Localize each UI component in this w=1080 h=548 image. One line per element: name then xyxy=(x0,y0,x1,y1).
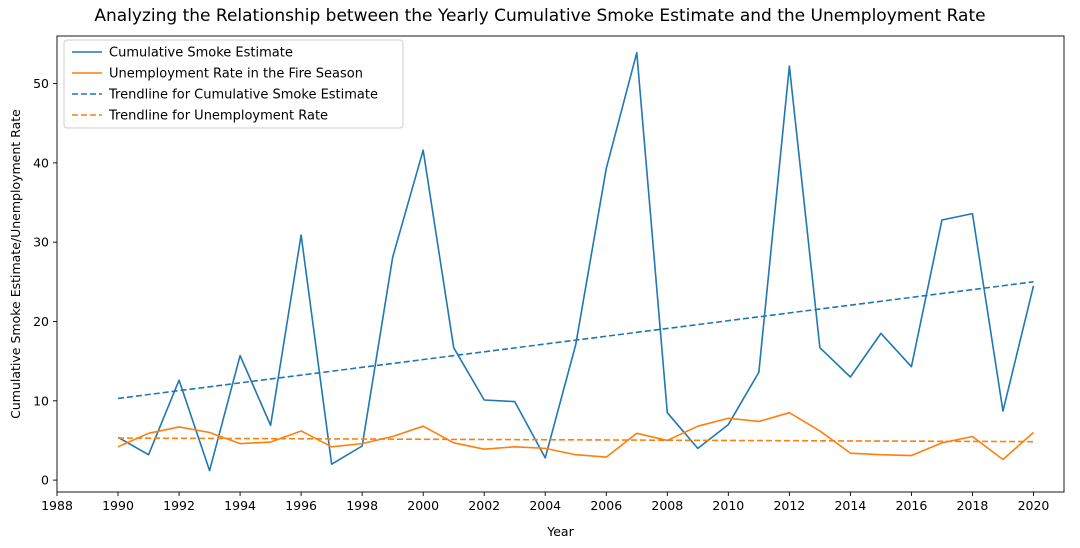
x-tick-label: 2020 xyxy=(1018,498,1050,513)
plot-frame xyxy=(56,35,1065,493)
legend-box xyxy=(63,39,404,129)
y-axis-label: Cumulative Smoke Estimate/Unemployment R… xyxy=(8,109,23,419)
x-tick-label: 1998 xyxy=(346,498,378,513)
x-tick-label: 1996 xyxy=(285,498,317,513)
legend-label: Trendline for Unemployment Rate xyxy=(108,109,328,124)
x-tick-label: 2008 xyxy=(651,498,683,513)
y-tick-label: 10 xyxy=(33,393,49,408)
series-line-1 xyxy=(117,51,1035,472)
plot-area xyxy=(117,51,1035,472)
x-tick-label: 2004 xyxy=(529,498,561,513)
x-tick-label: 2006 xyxy=(590,498,622,513)
x-tick-label: 1988 xyxy=(41,498,73,513)
x-tick-label: 2018 xyxy=(957,498,989,513)
chart-title: Analyzing the Relationship between the Y… xyxy=(94,6,986,26)
series-line-3 xyxy=(117,281,1034,400)
y-tick-label: 30 xyxy=(33,235,49,250)
y-tick-label: 0 xyxy=(41,473,49,488)
x-tick-label: 2000 xyxy=(407,498,439,513)
axes: 1988 1990 1992 1994 1996 1998 2000 2002 2004 2006… xyxy=(33,35,1065,513)
legend: Cumulative Smoke Estimate Unemployment Ra… xyxy=(63,39,404,129)
x-axis-label: Year xyxy=(546,524,574,539)
x-tick-label: 1992 xyxy=(163,498,195,513)
y-tick-label: 20 xyxy=(33,314,49,329)
x-tick-label: 2010 xyxy=(712,498,744,513)
x-tick-label: 2012 xyxy=(773,498,805,513)
series-line-4 xyxy=(118,437,1034,443)
legend-label: Cumulative Smoke Estimate xyxy=(109,46,293,61)
legend-label: Trendline for Cumulative Smoke Estimate xyxy=(108,88,378,103)
x-tick-label: 1994 xyxy=(224,498,256,513)
x-tick-label: 1990 xyxy=(102,498,134,513)
x-tick-label: 2016 xyxy=(896,498,928,513)
legend-label: Unemployment Rate in the Fire Season xyxy=(109,67,363,82)
y-tick-label: 50 xyxy=(33,76,49,91)
y-tick-label: 40 xyxy=(33,155,49,170)
x-tick-label: 2002 xyxy=(468,498,500,513)
series-line-2 xyxy=(117,411,1035,461)
x-tick-label: 2014 xyxy=(834,498,866,513)
